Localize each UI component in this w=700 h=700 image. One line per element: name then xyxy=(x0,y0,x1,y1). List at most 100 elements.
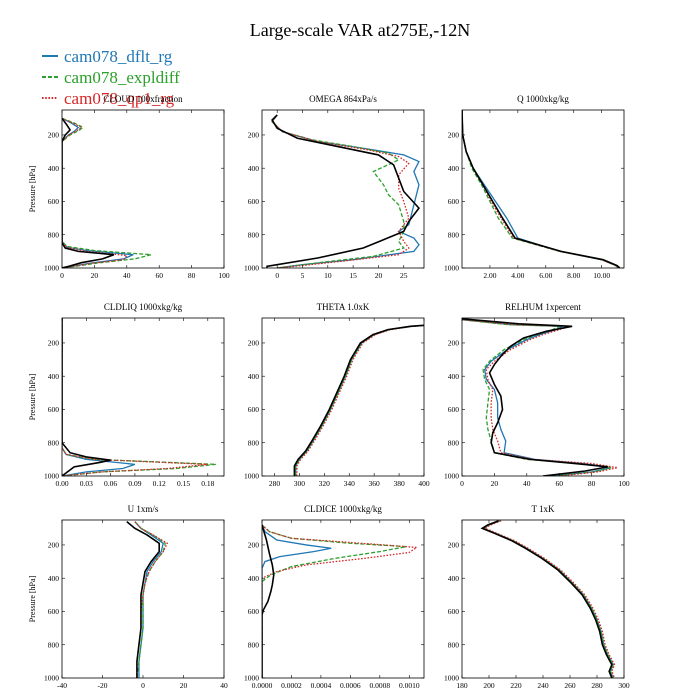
x-tick-label: 25 xyxy=(400,271,408,280)
x-tick-label: 20 xyxy=(375,271,383,280)
y-tick-label: 400 xyxy=(248,372,260,381)
panel-title: RELHUM 1xpercent xyxy=(505,302,581,312)
y-tick-label: 600 xyxy=(48,197,60,206)
y-tick-label: 800 xyxy=(48,438,60,447)
y-axis-label: Pressure [hPa] xyxy=(28,373,37,420)
x-tick-label: 20 xyxy=(180,681,188,690)
panel-title: CLDLIQ 1000xkg/kg xyxy=(104,302,183,312)
series-line xyxy=(134,521,167,678)
plot-frame xyxy=(461,109,625,269)
series-line xyxy=(62,318,136,476)
y-tick-label: 800 xyxy=(448,640,460,649)
x-tick-label: 80 xyxy=(188,271,196,280)
plot-frame xyxy=(461,317,625,477)
x-tick-label: 0.03 xyxy=(80,479,93,488)
panel-title: CLOUD 100xfraction xyxy=(103,94,183,104)
y-tick-label: 800 xyxy=(248,640,260,649)
series-line xyxy=(483,520,616,678)
plot-frame xyxy=(261,109,425,269)
x-tick-label: 4.00 xyxy=(511,271,524,280)
series-line xyxy=(271,114,410,268)
x-tick-label: 6.00 xyxy=(539,271,552,280)
x-tick-label: 20 xyxy=(491,479,499,488)
x-tick-label: 240 xyxy=(537,681,549,690)
y-tick-label: 1000 xyxy=(44,264,59,273)
x-tick-label: 180 xyxy=(456,681,468,690)
y-tick-label: 200 xyxy=(448,541,460,550)
legend-label: cam078_qp1_rg xyxy=(64,89,175,108)
plot-frame xyxy=(61,317,225,477)
y-tick-label: 1000 xyxy=(244,674,259,683)
series-line xyxy=(126,521,160,678)
series-line xyxy=(482,520,614,678)
series-line xyxy=(480,520,613,678)
x-tick-label: 0.09 xyxy=(128,479,141,488)
y-tick-label: 400 xyxy=(48,372,60,381)
y-tick-label: 600 xyxy=(248,197,260,206)
y-tick-label: 800 xyxy=(48,640,60,649)
plot-frame xyxy=(261,317,425,477)
series-line xyxy=(462,319,618,476)
legend-label: cam078_dflt_rg xyxy=(64,47,173,66)
x-tick-label: 0.06 xyxy=(104,479,117,488)
x-tick-label: 60 xyxy=(555,479,563,488)
y-tick-label: 200 xyxy=(448,339,460,348)
x-tick-label: -20 xyxy=(98,681,108,690)
series-line xyxy=(262,524,275,678)
x-tick-label: 280 xyxy=(591,681,603,690)
x-tick-label: 0.0000 xyxy=(252,681,273,690)
x-tick-label: 20 xyxy=(91,271,99,280)
legend: cam078_dflt_rg cam078_expldiff cam078_qp1_… xyxy=(42,47,180,108)
series-line xyxy=(62,318,208,476)
x-tick-label: 8.00 xyxy=(567,271,580,280)
y-tick-label: 200 xyxy=(248,131,260,140)
figure-title: Large-scale VAR at275E,-12N xyxy=(250,20,470,40)
series-line xyxy=(62,117,134,268)
x-tick-label: 0 xyxy=(60,271,64,280)
x-tick-label: 100 xyxy=(218,271,230,280)
series-line xyxy=(271,114,405,268)
y-tick-label: 200 xyxy=(48,541,60,550)
x-tick-label: 40 xyxy=(523,479,531,488)
series-line xyxy=(262,524,419,678)
x-tick-label: 320 xyxy=(319,479,331,488)
y-tick-label: 400 xyxy=(248,164,260,173)
x-tick-label: 10 xyxy=(324,271,332,280)
panel-title: T 1xK xyxy=(531,504,555,514)
y-tick-label: 1000 xyxy=(444,264,459,273)
y-tick-label: 1000 xyxy=(244,264,259,273)
y-tick-label: 800 xyxy=(448,230,460,239)
plot-frame xyxy=(61,109,225,269)
y-tick-label: 600 xyxy=(448,405,460,414)
x-tick-label: 2.00 xyxy=(483,271,496,280)
panel-title: Q 1000xkg/kg xyxy=(517,94,569,104)
y-tick-label: 1000 xyxy=(44,674,59,683)
y-tick-label: 1000 xyxy=(44,472,59,481)
series-line xyxy=(296,325,424,476)
x-tick-label: 15 xyxy=(349,271,357,280)
y-tick-label: 600 xyxy=(48,607,60,616)
panel-title: OMEGA 864xPa/s xyxy=(309,94,377,104)
x-tick-label: 60 xyxy=(155,271,163,280)
x-tick-label: 260 xyxy=(564,681,576,690)
series-line xyxy=(482,520,614,678)
panel-title: CLDICE 1000xkg/kg xyxy=(304,504,382,514)
y-tick-label: 600 xyxy=(48,405,60,414)
y-tick-label: 400 xyxy=(448,164,460,173)
x-tick-label: 5 xyxy=(301,271,305,280)
plot-frame xyxy=(261,519,425,679)
y-axis-label: Pressure [hPa] xyxy=(28,575,37,622)
y-tick-label: 400 xyxy=(48,574,60,583)
series-line xyxy=(134,521,164,678)
series-line xyxy=(62,117,129,268)
x-tick-label: 0 xyxy=(141,681,145,690)
y-tick-label: 800 xyxy=(248,230,260,239)
x-tick-label: 300 xyxy=(294,479,306,488)
chart-panel: THETA 1.0xK 200 400 600 800 1000 280 300 320 340 3… xyxy=(244,302,430,488)
y-tick-label: 400 xyxy=(248,574,260,583)
series-line xyxy=(462,110,621,268)
